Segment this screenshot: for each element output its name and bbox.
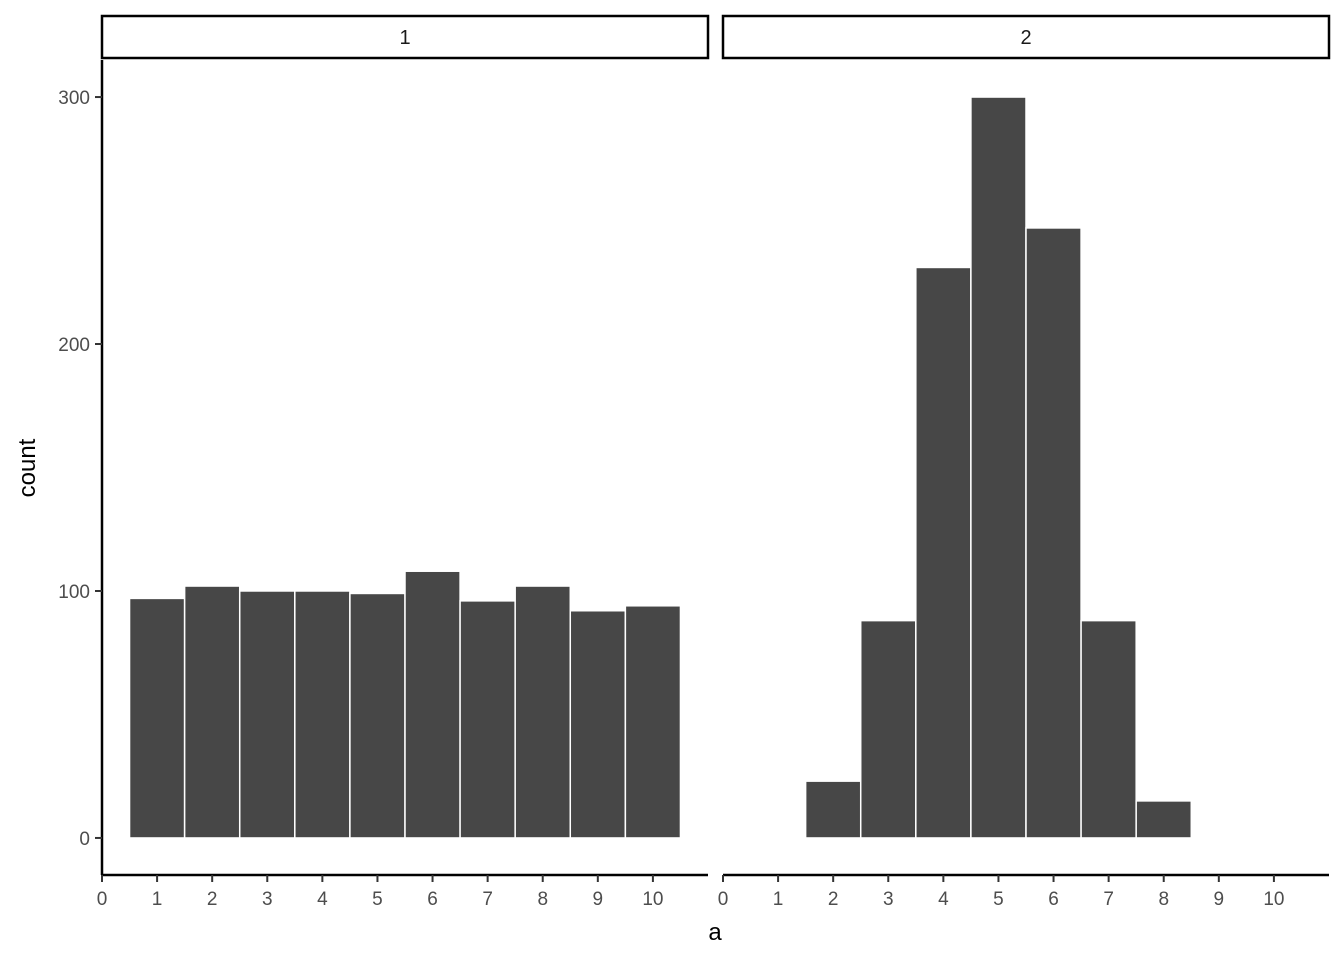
- facet-strip-2: [721, 14, 1331, 60]
- bar-panel1-x9: [569, 609, 627, 839]
- panel-1: 10 1 2 3 4 5 6 7 8 9 10: [97, 14, 710, 910]
- bar-panel1-x2: [183, 585, 241, 839]
- x-tick-label: 8: [1158, 889, 1169, 910]
- x-tick-label: 10: [1263, 889, 1284, 910]
- x-tick-label: 2: [828, 889, 839, 910]
- bar-panel1-x4: [294, 590, 351, 839]
- bar-panel2-x4: [915, 266, 972, 839]
- bar-panel1-x7: [459, 600, 516, 839]
- bar-panel1-x8: [514, 585, 572, 839]
- x-tick-label: 3: [262, 889, 273, 910]
- panel-2: 2 0 1 2 3 4 5 6 7 8 9 10: [718, 14, 1331, 910]
- x-tick-label: 9: [593, 889, 604, 910]
- facet-strip-label-2: 2: [1020, 27, 1031, 49]
- x-tick-label: 7: [482, 889, 493, 910]
- bar-panel2-x5: [970, 96, 1027, 839]
- x-tick-label: 9: [1214, 889, 1225, 910]
- y-tick-label: 200: [58, 335, 90, 356]
- y-tick-label: 300: [58, 88, 90, 109]
- x-tick-label: 1: [152, 889, 163, 910]
- x-tick-label: 6: [1048, 889, 1059, 910]
- bar-panel2-x3: [859, 619, 917, 839]
- bar-panel1-x10: [624, 605, 682, 839]
- x-tick-label: 5: [993, 889, 1004, 910]
- bar-panel2-x6: [1025, 227, 1082, 839]
- x-tick-label: 0: [97, 889, 108, 910]
- x-tick-label: 2: [207, 889, 218, 910]
- bar-panel1-x5: [349, 592, 406, 839]
- x-tick-label: 6: [427, 889, 438, 910]
- x-tick-label: 5: [372, 889, 383, 910]
- x-tick-label: 3: [883, 889, 894, 910]
- y-tick-label: 0: [79, 829, 90, 850]
- x-tick-label: 4: [938, 889, 949, 910]
- x-tick-label: 10: [642, 889, 663, 910]
- bar-panel2-x8: [1135, 800, 1193, 839]
- x-tick-label: 8: [537, 889, 548, 910]
- bar-panel1-x3: [238, 590, 296, 839]
- x-axis-title: a: [708, 919, 722, 946]
- facet-strip-1: [100, 14, 710, 60]
- bar-panel1-x1: [128, 597, 186, 839]
- x-tick-label: 4: [317, 889, 328, 910]
- bar-panel2-x2: [804, 780, 862, 839]
- y-axis-title: count: [14, 438, 41, 497]
- bar-panel2-x7: [1080, 619, 1137, 839]
- x-tick-label: 0: [718, 889, 729, 910]
- bar-panel1-x6: [404, 570, 461, 839]
- x-tick-label: 1: [773, 889, 784, 910]
- x-tick-label: 7: [1103, 889, 1114, 910]
- facet-strip-label-1: 1: [399, 27, 410, 49]
- y-axis: 0 100 200 300: [58, 60, 104, 875]
- y-tick-label: 100: [58, 582, 90, 603]
